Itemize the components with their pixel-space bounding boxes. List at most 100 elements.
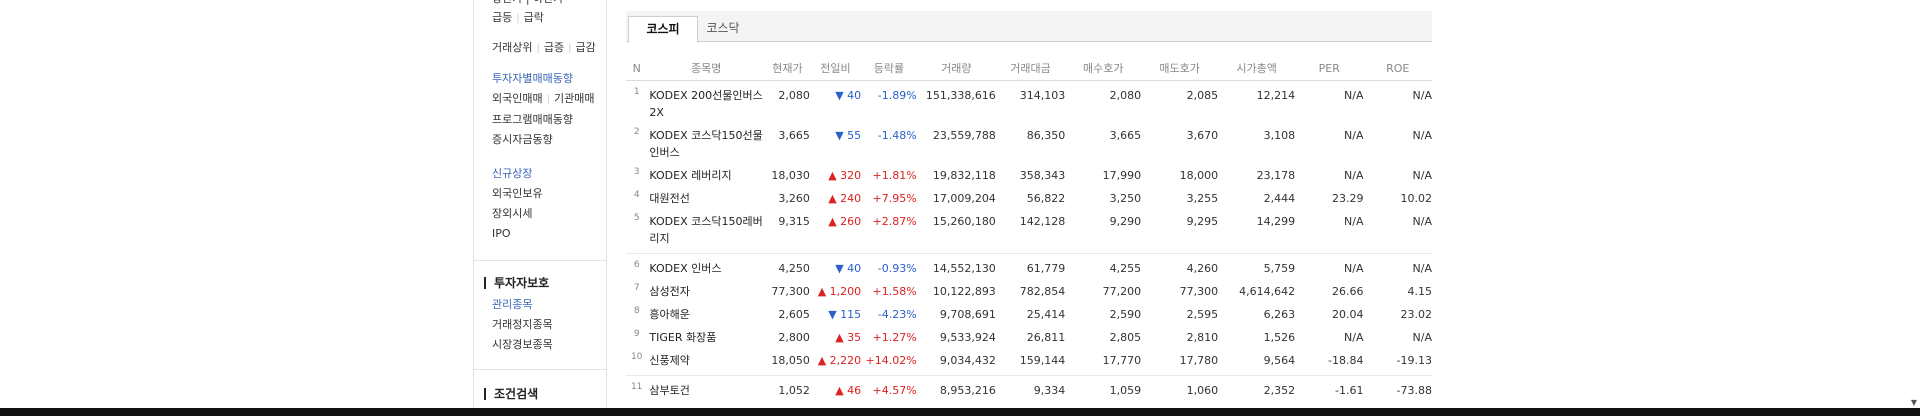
table-cell-n: 6 xyxy=(633,260,640,270)
table-cell-rate: +1.27% xyxy=(872,331,917,344)
table-cell-market-cap: 2,444 xyxy=(1263,192,1296,205)
table-cell-roe: N/A xyxy=(1412,169,1432,182)
table-cell-per: 20.04 xyxy=(1331,308,1364,321)
table-cell-bid: 1,059 xyxy=(1109,384,1142,397)
table-cell-n: 10 xyxy=(630,352,643,362)
table-cell-name[interactable]: 삼성전자 xyxy=(649,285,690,298)
table-cell-amount: 61,779 xyxy=(1026,262,1066,275)
sidebar-item-market-funds[interactable]: 증시자금동향 xyxy=(492,133,553,146)
table-cell-market-cap: 6,263 xyxy=(1263,308,1296,321)
table-cell-bid: 4,255 xyxy=(1109,262,1142,275)
table-cell-market-cap: 4,614,642 xyxy=(1239,285,1296,298)
table-cell-price: 3,665 xyxy=(778,129,810,142)
table-cell-bid: 17,770 xyxy=(1102,354,1142,367)
tab-kospi[interactable]: 코스피 xyxy=(628,16,698,43)
sidebar-item-ipo[interactable]: IPO xyxy=(492,227,511,240)
table-cell-rate: +7.95% xyxy=(872,192,917,205)
sidebar-item-top-volume[interactable]: 거래상위 xyxy=(492,41,533,54)
table-cell-bid: 77,200 xyxy=(1102,285,1142,298)
table-cell-per: N/A xyxy=(1344,215,1364,228)
scroll-down-arrow-icon[interactable]: ▼ xyxy=(1910,398,1917,407)
table-row[interactable]: 6 KODEX 인버스 4,250 ▼ 40 -0.93% 14,552,130 61,77… xyxy=(626,254,1432,278)
table-row[interactable]: 4 대원전선 3,260 ▲ 240 +7.95% 17,009,204 56,822 3,2… xyxy=(626,184,1432,207)
table-cell-roe: N/A xyxy=(1412,331,1432,344)
table-cell-volume: 9,708,691 xyxy=(939,308,996,321)
col-header-name[interactable]: 종목명 xyxy=(647,56,765,81)
table-cell-n: 5 xyxy=(633,213,640,223)
table-cell-amount: 26,811 xyxy=(1026,331,1066,344)
table-cell-roe: N/A xyxy=(1412,215,1432,228)
sidebar-partial-top[interactable]: 상한가 | 하한가 xyxy=(492,0,563,6)
col-header-amount[interactable]: 거래대금 xyxy=(995,56,1066,81)
table-row[interactable]: 7 삼성전자 77,300 ▲ 1,200 +1.58% 10,122,893 782,85… xyxy=(626,277,1432,300)
sidebar-item-volume-drop[interactable]: 급감 xyxy=(575,41,596,54)
table-cell-price: 4,250 xyxy=(778,262,810,275)
sidebar-item-volume-surge[interactable]: 급증 xyxy=(543,41,565,54)
table-cell-name[interactable]: TIGER 화장품 xyxy=(649,331,717,344)
col-header-bid[interactable]: 매수호가 xyxy=(1065,56,1142,81)
sidebar-item-plunge[interactable]: 급락 xyxy=(523,11,544,24)
table-cell-name[interactable]: 대원전선 xyxy=(649,192,690,205)
col-header-volume[interactable]: 거래량 xyxy=(916,56,996,81)
col-header-market-cap[interactable]: 시가총액 xyxy=(1218,56,1296,81)
table-row[interactable]: 10 신풍제약 18,050 ▲ 2,220 +14.02% 9,034,432 159,1… xyxy=(626,346,1432,369)
table-cell-ask: 1,060 xyxy=(1186,384,1219,397)
sidebar-item-program-trade[interactable]: 프로그램매매동향 xyxy=(492,113,573,126)
table-cell-ask: 2,085 xyxy=(1186,89,1219,102)
table-cell-bid: 17,990 xyxy=(1102,169,1142,182)
table-row[interactable]: 8 흥아해운 2,605 ▼ 115 -4.23% 9,708,691 25,414 2,59… xyxy=(626,300,1432,323)
table-row[interactable]: 1 KODEX 200선물인버스2X 2,080 ▼ 40 -1.89% 151,338,… xyxy=(626,81,1432,122)
sidebar-item-suspended-stocks[interactable]: 거래정지종목 xyxy=(492,318,553,331)
table-cell-per: -1.61 xyxy=(1335,384,1364,397)
table-cell-rate: -1.89% xyxy=(877,89,917,102)
sidebar-item-managed-stocks[interactable]: 관리종목 xyxy=(492,298,533,311)
table-row[interactable]: 2 KODEX 코스닥150선물인버스 3,665 ▼ 55 -1.48% 23,559,… xyxy=(626,121,1432,161)
sidebar-item-market-alert[interactable]: 시장경보종목 xyxy=(492,338,553,351)
col-header-roe[interactable]: ROE xyxy=(1363,56,1432,81)
table-cell-change: ▼ 115 xyxy=(828,308,862,321)
table-cell-name[interactable]: 신풍제약 xyxy=(649,354,690,367)
table-cell-name[interactable]: KODEX 레버리지 xyxy=(649,169,732,182)
table-cell-volume: 9,533,924 xyxy=(939,331,996,344)
sidebar-item-surge[interactable]: 급등 xyxy=(492,11,513,24)
table-cell-name[interactable]: KODEX 코스닥150레버리지 xyxy=(649,215,763,245)
table-cell-name[interactable]: KODEX 인버스 xyxy=(649,262,722,275)
table-cell-n: 1 xyxy=(633,87,640,97)
sidebar-item-foreign-trade[interactable]: 외국인매매 xyxy=(492,92,543,105)
table-cell-price: 1,052 xyxy=(778,384,810,397)
sidebar-item-new-listing[interactable]: 신규상장 xyxy=(492,167,533,180)
table-cell-roe: N/A xyxy=(1412,262,1432,275)
table-cell-rate: -4.23% xyxy=(877,308,917,321)
table-cell-name[interactable]: 삼부토건 xyxy=(649,384,690,397)
table-cell-bid: 2,590 xyxy=(1109,308,1142,321)
col-header-ask[interactable]: 매도호가 xyxy=(1141,56,1219,81)
sidebar-item-institution-trade[interactable]: 기관매매 xyxy=(553,92,595,105)
sidebar-item-foreign-holding[interactable]: 외국인보유 xyxy=(492,187,543,200)
section-title-condition-search[interactable]: 조건검색 xyxy=(484,388,538,400)
table-cell-amount: 358,343 xyxy=(1019,169,1066,182)
table-cell-roe: -73.88 xyxy=(1396,384,1432,397)
table-cell-volume: 9,034,432 xyxy=(939,354,996,367)
col-header-change[interactable]: 전일비 xyxy=(809,56,862,81)
col-header-rate[interactable]: 등락률 xyxy=(861,56,917,81)
sidebar-item-otc-price[interactable]: 장외시세 xyxy=(492,207,533,220)
col-header-price[interactable]: 현재가 xyxy=(764,56,810,81)
table-row[interactable]: 11 삼부토건 1,052 ▲ 46 +4.57% 8,953,216 9,334 1,059… xyxy=(626,376,1432,400)
table-cell-per: N/A xyxy=(1344,89,1364,102)
bottom-bar xyxy=(0,408,1920,416)
tab-kosdaq[interactable]: 코스닥 xyxy=(706,21,740,35)
table-cell-ask: 77,300 xyxy=(1179,285,1219,298)
sidebar-item-investor-trend[interactable]: 투자자별매매동향 xyxy=(492,72,573,85)
col-header-per[interactable]: PER xyxy=(1295,56,1364,81)
table-row[interactable]: 5 KODEX 코스닥150레버리지 9,315 ▲ 260 +2.87% 15,260,… xyxy=(626,207,1432,247)
row-group-separator xyxy=(626,369,1432,376)
table-cell-name[interactable]: KODEX 코스닥150선물인버스 xyxy=(649,129,763,159)
table-row[interactable]: 9 TIGER 화장품 2,800 ▲ 35 +1.27% 9,533,924 26,811… xyxy=(626,323,1432,346)
table-cell-name[interactable]: 흥아해운 xyxy=(649,308,690,321)
table-cell-ask: 2,595 xyxy=(1186,308,1219,321)
table-row[interactable]: 3 KODEX 레버리지 18,030 ▲ 320 +1.81% 19,832,118 35… xyxy=(626,161,1432,184)
row-group-separator-cell xyxy=(626,247,1432,254)
table-cell-rate: +1.81% xyxy=(872,169,917,182)
table-cell-bid: 2,080 xyxy=(1109,89,1142,102)
table-cell-name[interactable]: KODEX 200선물인버스2X xyxy=(649,89,763,119)
